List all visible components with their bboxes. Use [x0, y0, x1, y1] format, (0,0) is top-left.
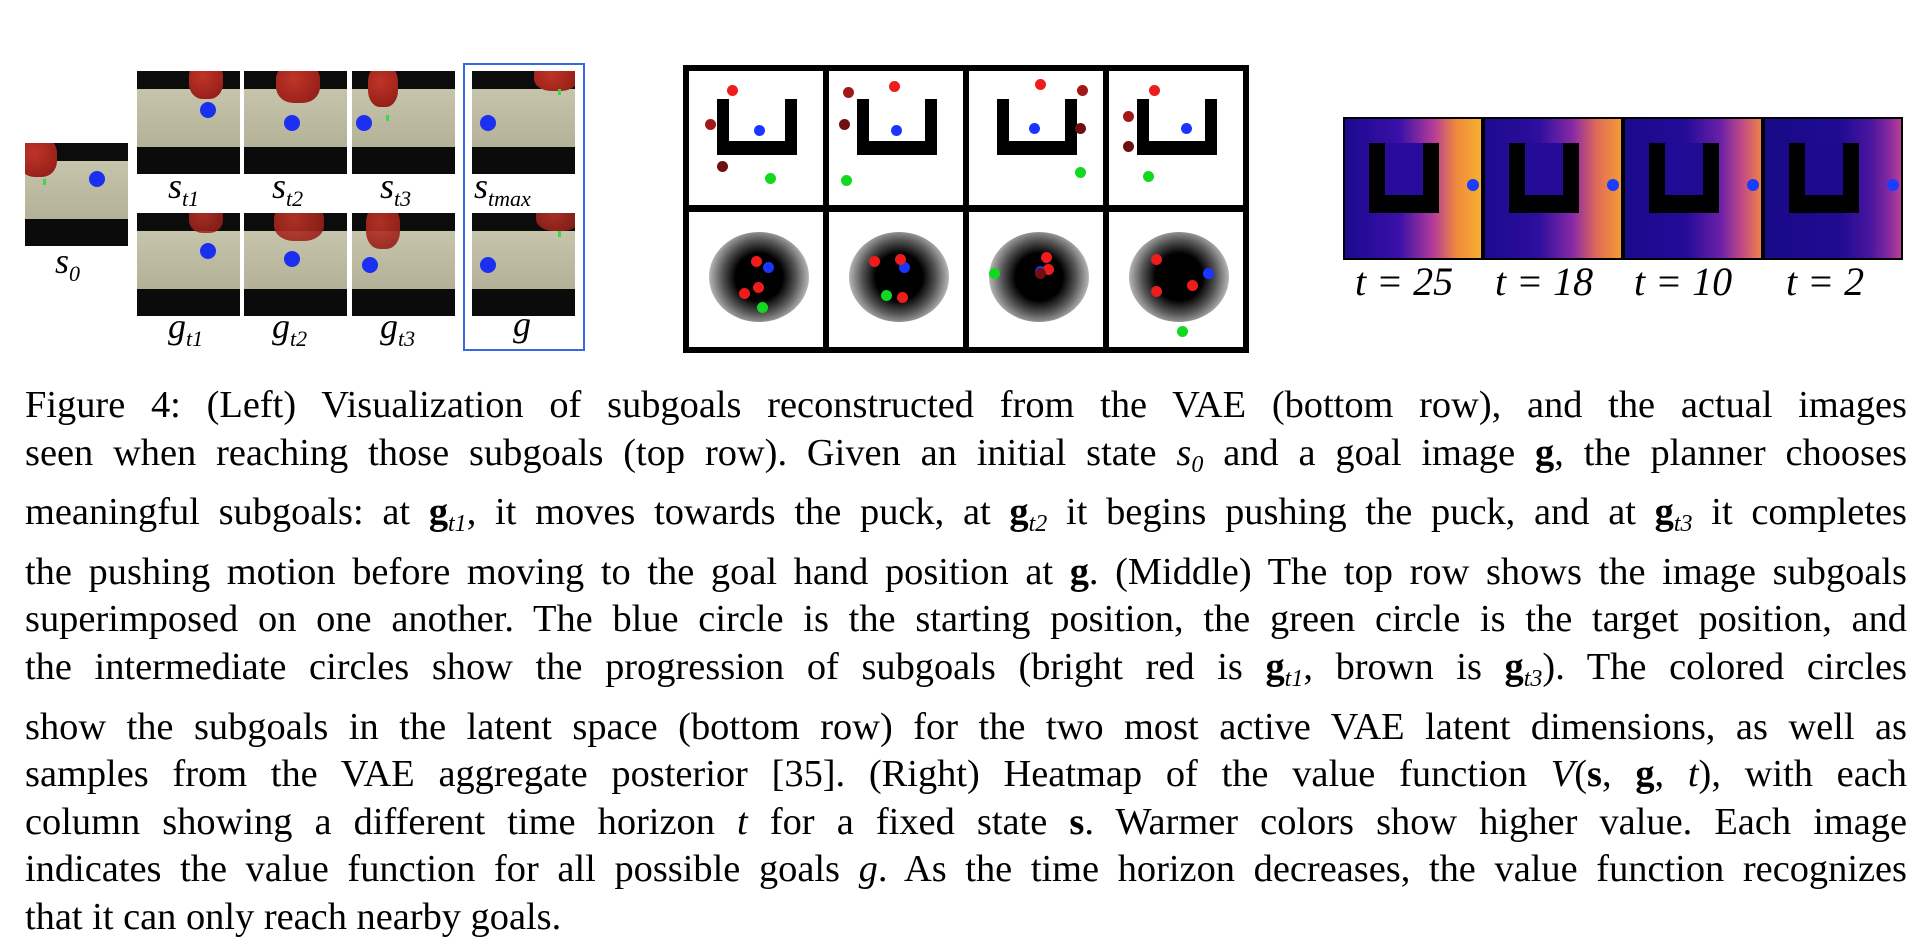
label-s-tmax: stmax [474, 166, 531, 211]
heatmap-t25 [1343, 117, 1483, 260]
frame-g-t2 [244, 213, 347, 316]
frame-s-t3 [352, 71, 455, 174]
image-subgoal-1 [689, 71, 823, 205]
label-t18: t = 18 [1495, 259, 1594, 304]
latent-subgoal-2 [829, 212, 963, 347]
caption-line-6: the intermediate circles show the progre… [25, 645, 1907, 692]
label-g-t2: gt2 [272, 306, 308, 351]
caption-line-10: indicates the value function for all pos… [25, 848, 1908, 891]
heatmap-t2 [1763, 117, 1903, 260]
label-t2: t = 2 [1786, 259, 1865, 304]
label-t10: t = 10 [1634, 259, 1733, 304]
label-s-t1: st1 [168, 166, 200, 211]
latent-subgoal-3 [969, 212, 1103, 347]
caption-line-8: samples from the VAE aggregate posterior… [25, 753, 1907, 796]
frame-s-tmax [472, 71, 575, 174]
caption-line-4: the pushing motion before moving to the … [25, 550, 1907, 593]
label-g: g [513, 304, 531, 344]
caption-line-1: Figure 4: (Left) Visualization of subgoa… [25, 384, 1907, 426]
label-t25: t = 25 [1355, 259, 1454, 304]
label-s-t3: st3 [380, 166, 412, 211]
frame-g-t1 [137, 213, 240, 316]
caption-line-5: superimposed on one another. The blue ci… [25, 598, 1907, 641]
frame-s-t2 [244, 71, 347, 174]
caption-line-3: meaningful subgoals: at gt1, it moves to… [25, 491, 1907, 538]
label-s-t2: st2 [272, 166, 304, 211]
caption-line-11: that it can only reach nearby goals. [25, 895, 562, 938]
caption-line-7: show the subgoals in the latent space (b… [25, 705, 1907, 748]
heatmap-t18 [1483, 117, 1623, 260]
frame-g-t3 [352, 213, 455, 316]
image-subgoal-4 [1109, 71, 1243, 205]
caption-line-2: seen when reaching those subgoals (top r… [25, 431, 1908, 478]
caption-line-9: column showing a different time horizon … [25, 800, 1907, 843]
image-subgoal-2 [829, 71, 963, 205]
frame-g [472, 213, 575, 316]
figure-caption: Figure 4: (Left) Visualization of subgoa… [25, 382, 1907, 942]
label-g-t3: gt3 [380, 306, 416, 351]
label-g-t1: gt1 [168, 306, 204, 351]
label-s0: s0 [55, 241, 81, 286]
latent-subgoal-1 [689, 212, 823, 347]
image-subgoal-3 [969, 71, 1103, 205]
heatmap-t10 [1623, 117, 1763, 260]
frame-s0 [25, 143, 128, 246]
middle-panel-subgoal-grid [683, 65, 1249, 353]
goal-highlight-box [463, 63, 585, 351]
latent-subgoal-4 [1109, 212, 1243, 347]
frame-s-t1 [137, 71, 240, 174]
